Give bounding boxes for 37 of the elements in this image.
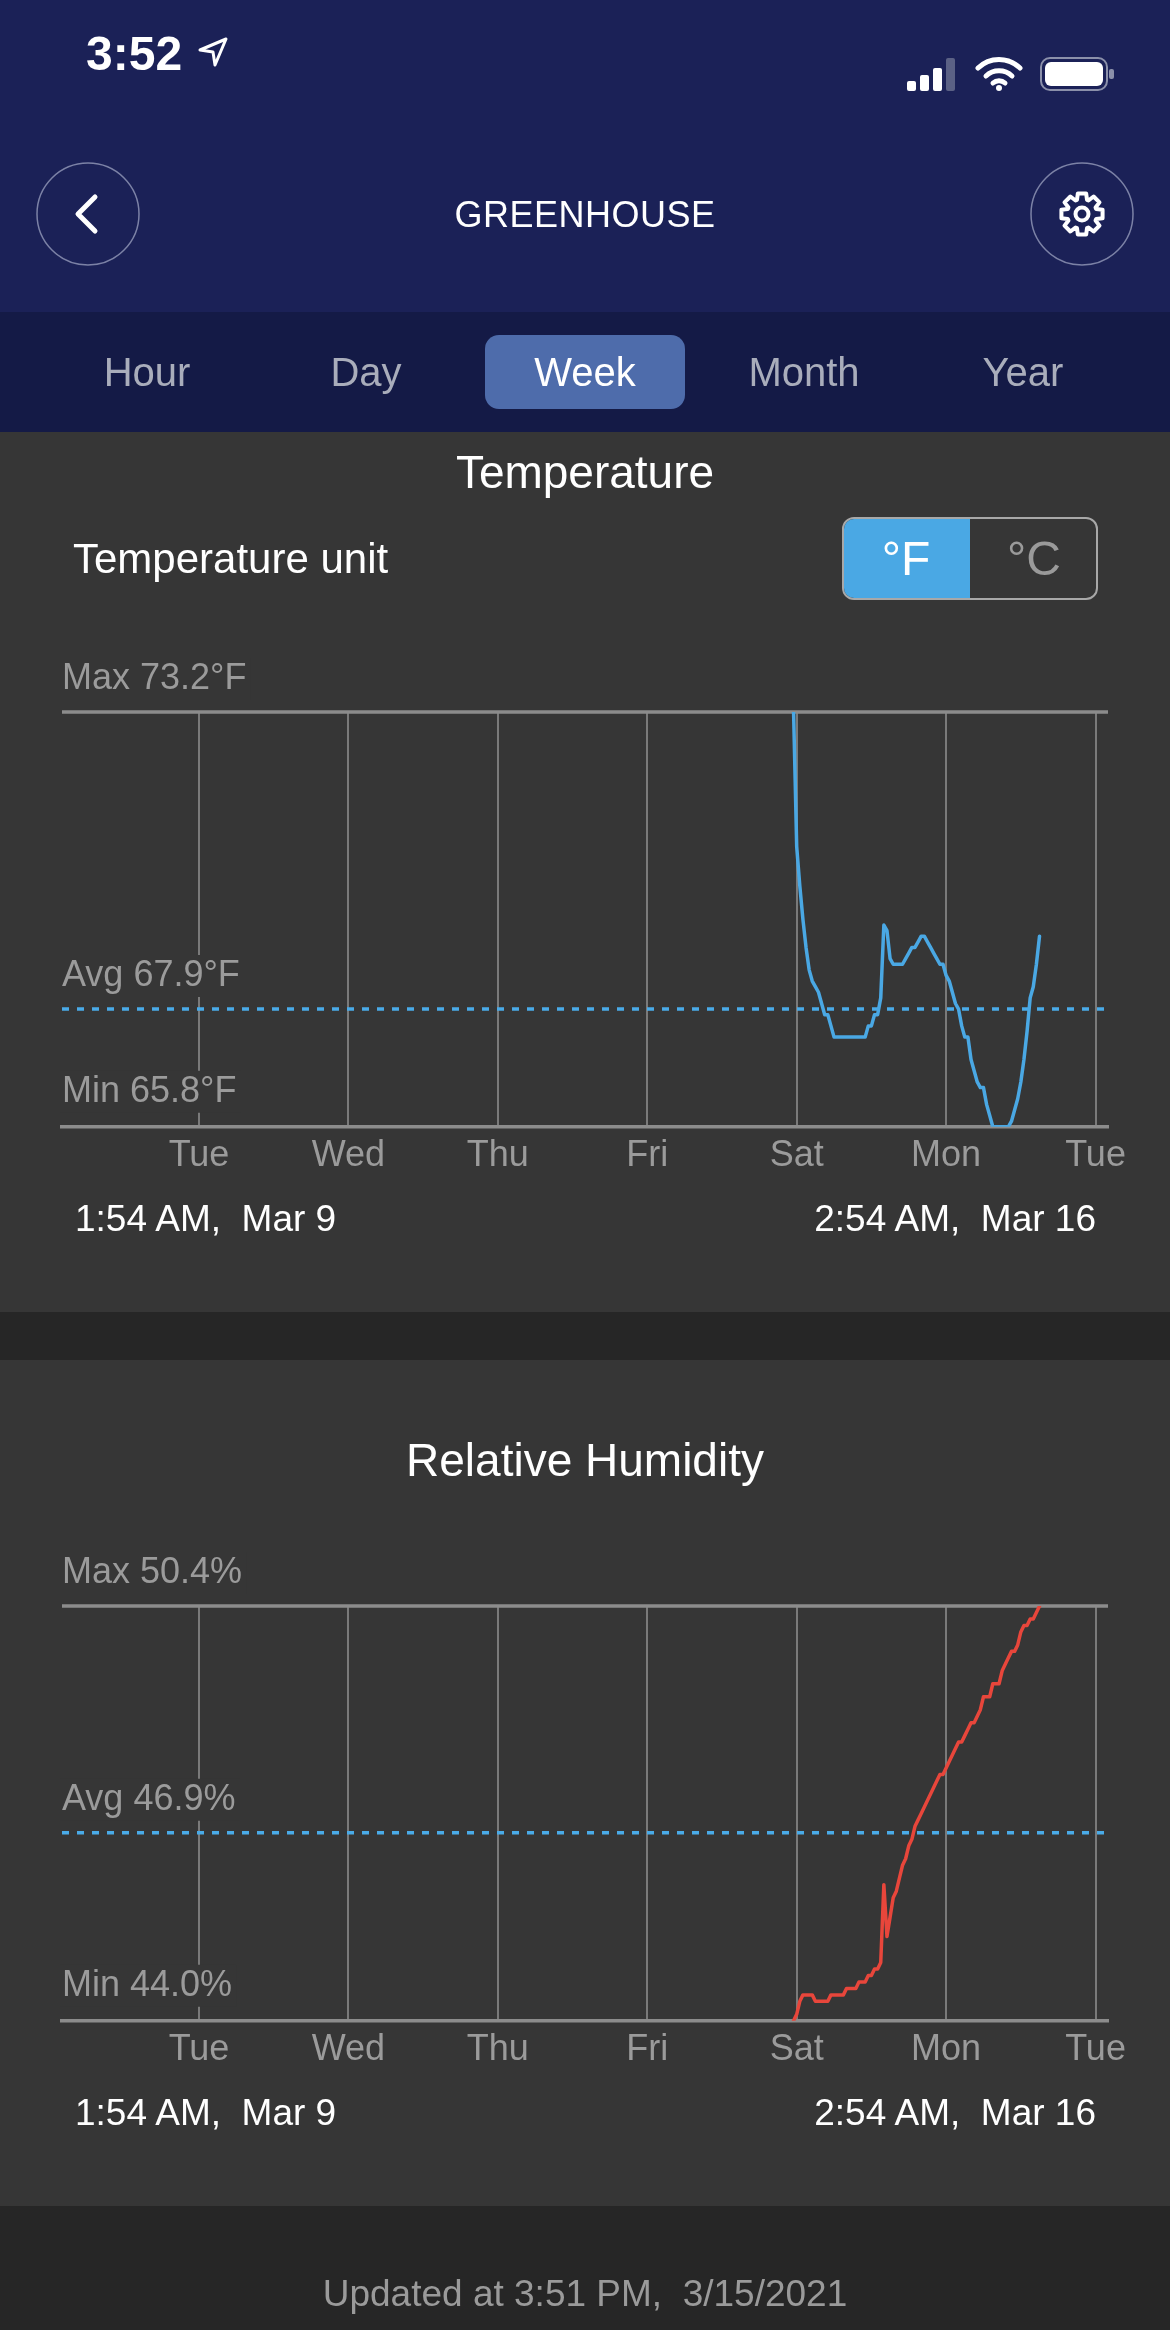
text: 1:54 AM, Mar 9 bbox=[75, 2091, 337, 2135]
text: °F bbox=[881, 530, 931, 587]
text: Year bbox=[982, 349, 1064, 396]
text: Week bbox=[534, 349, 636, 396]
annotation: Min 65.8°F bbox=[62, 1068, 237, 1110]
text: °C bbox=[1007, 530, 1061, 587]
x-tick-label: Tue bbox=[168, 1133, 230, 1175]
text: Month bbox=[748, 349, 860, 396]
text: 3:52 bbox=[86, 26, 183, 82]
text: 2:54 AM, Mar 16 bbox=[814, 1197, 1096, 1241]
x-tick-label: Sat bbox=[769, 1133, 824, 1175]
ref-line-label: Max 50.4% bbox=[62, 1549, 243, 1591]
text: 1:54 AM, Mar 9 bbox=[75, 1197, 337, 1241]
text: Day bbox=[330, 349, 402, 396]
x-tick-label: Tue bbox=[1065, 2027, 1126, 2069]
x-tick-label: Thu bbox=[466, 2027, 529, 2069]
x-tick-label: Wed bbox=[311, 1133, 386, 1175]
x-tick-label: Thu bbox=[466, 1133, 529, 1175]
text: 2:54 AM, Mar 16 bbox=[814, 2091, 1096, 2135]
x-tick-label: Mon bbox=[911, 1133, 982, 1175]
x-tick-label: Mon bbox=[911, 2027, 982, 2069]
text: Temperature unit bbox=[73, 534, 389, 584]
chart-title: Temperature bbox=[455, 445, 715, 499]
annotation: Min 44.0% bbox=[62, 1962, 233, 2004]
x-tick-label: Fri bbox=[626, 2027, 669, 2069]
x-tick-label: Fri bbox=[626, 1133, 669, 1175]
x-tick-label: Sat bbox=[769, 2027, 824, 2069]
text: Hour bbox=[103, 349, 191, 396]
text: Updated at 3:51 PM, 3/15/2021 bbox=[322, 2272, 848, 2316]
chart-title: Relative Humidity bbox=[406, 1433, 764, 1487]
text: GREENHOUSE bbox=[454, 193, 716, 237]
ref-line-label: Max 73.2°F bbox=[62, 655, 247, 697]
x-tick-label: Wed bbox=[311, 2027, 386, 2069]
x-tick-label: Tue bbox=[168, 2027, 230, 2069]
ref-line-label: Avg 46.9% bbox=[62, 1776, 236, 1818]
ref-line-label: Avg 67.9°F bbox=[62, 953, 240, 995]
x-tick-label: Tue bbox=[1065, 1133, 1126, 1175]
